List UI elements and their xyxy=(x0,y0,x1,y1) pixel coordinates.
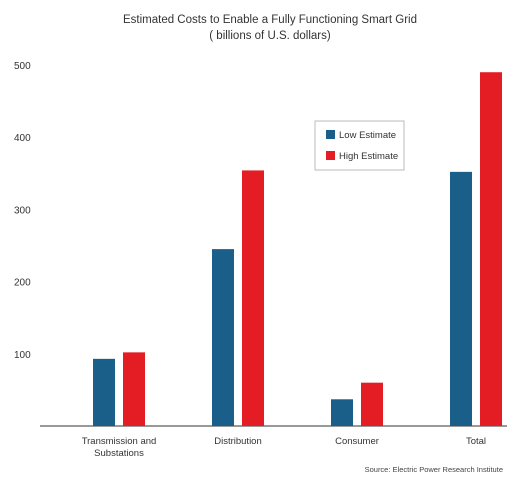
x-tick-label: Consumer xyxy=(335,436,379,447)
bar-low-0 xyxy=(93,358,115,426)
chart-subtitle: ( billions of U.S. dollars) xyxy=(209,30,331,42)
chart-title: Estimated Costs to Enable a Fully Functi… xyxy=(123,14,417,26)
bar-low-1 xyxy=(212,249,234,426)
bar-high-0 xyxy=(123,352,145,426)
legend-label-high-estimate: High Estimate xyxy=(339,151,398,162)
y-tick-label: 200 xyxy=(14,278,31,289)
bar-high-2 xyxy=(361,382,383,426)
bars xyxy=(93,72,502,426)
bar-low-2 xyxy=(331,399,353,426)
bar-high-1 xyxy=(242,170,264,426)
legend: Low Estimate High Estimate xyxy=(314,120,405,171)
x-tick-label: Distribution xyxy=(214,436,262,447)
bar-low-3 xyxy=(450,171,472,426)
y-tick-label: 500 xyxy=(14,61,31,72)
y-tick-label: 300 xyxy=(14,205,31,216)
legend-swatch-high-estimate xyxy=(326,151,335,160)
x-axis-labels: Transmission and Substations Distribution C… xyxy=(82,436,486,459)
x-tick-label: Total xyxy=(466,436,486,447)
y-tick-label: 100 xyxy=(14,350,31,361)
bar-high-3 xyxy=(480,72,502,426)
y-tick-label: 400 xyxy=(14,133,31,144)
source-note: Source: Electric Power Research Institut… xyxy=(365,465,503,474)
legend-label-low-estimate: Low Estimate xyxy=(339,130,396,141)
y-axis-ticks: 100 200 300 400 500 xyxy=(14,61,31,361)
x-tick-label: Transmission and Substations xyxy=(82,436,157,459)
legend-swatch-low-estimate xyxy=(326,130,335,139)
legend-box xyxy=(314,120,405,171)
